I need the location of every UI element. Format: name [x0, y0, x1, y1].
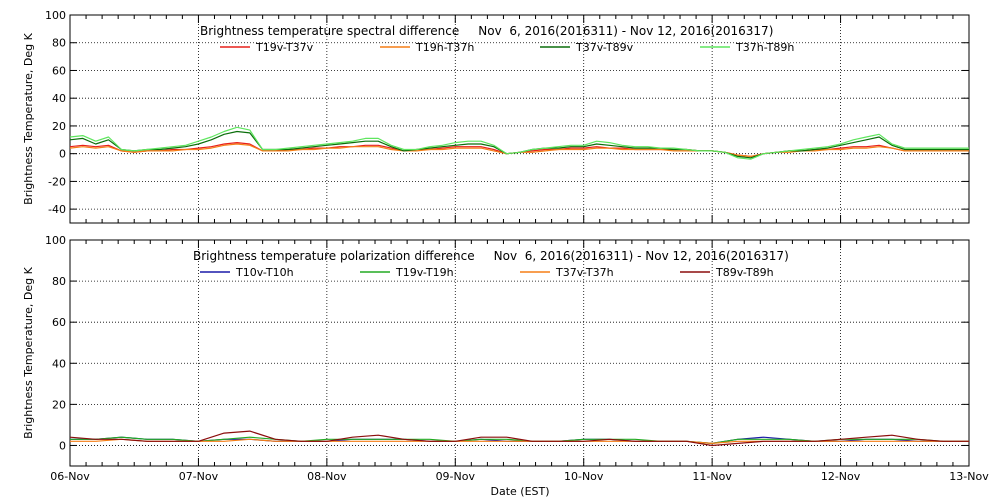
plot-area-frame — [69, 239, 970, 467]
chart-title: Brightness temperature polarization diff… — [193, 249, 789, 263]
legend-label: T37h-T89h — [735, 41, 794, 54]
legend-label: T19v-T19h — [395, 266, 454, 279]
y-tick-labels: -40 -20 0 20 40 60 80 100 — [45, 9, 66, 216]
grid-lines — [70, 240, 969, 466]
legend-label: T37v-T89v — [575, 41, 634, 54]
x-tick-label: 11-Nov — [692, 470, 732, 483]
series-lines — [69, 430, 969, 447]
y-tick-label: 100 — [45, 234, 66, 247]
polarization-difference-panel: 0 20 40 60 80 100 06-Nov 07-Nov 08-Nov 09-Nov 10-… — [22, 234, 989, 498]
legend: T19v-T37v T19h-T37h T37v-T89v T37h-T89h — [220, 41, 794, 54]
spectral-difference-panel: -40 -20 0 20 40 60 80 100 Brightness temperatur… — [22, 9, 970, 224]
series-lines — [69, 126, 969, 160]
y-tick-label: 60 — [52, 316, 66, 329]
x-tick-label: 12-Nov — [821, 470, 861, 483]
axis-ticks — [69, 14, 970, 223]
chart-title: Brightness temperature spectral differen… — [200, 24, 773, 38]
series-line-t37v-t89v — [69, 130, 969, 159]
y-tick-label: -20 — [48, 175, 66, 188]
y-tick-label: 80 — [52, 37, 66, 50]
y-tick-label: 0 — [59, 439, 66, 452]
x-tick-label: 07-Nov — [179, 470, 219, 483]
y-tick-label: 40 — [52, 92, 66, 105]
plot-area-frame — [69, 14, 970, 224]
y-tick-labels: 0 20 40 60 80 100 — [45, 234, 66, 452]
series-line-t89v-t89h — [69, 430, 969, 447]
y-tick-label: 40 — [52, 357, 66, 370]
y-tick-label: 80 — [52, 275, 66, 288]
legend-label: T89v-T89h — [715, 266, 774, 279]
x-tick-label: 10-Nov — [564, 470, 604, 483]
x-tick-label: 08-Nov — [307, 470, 347, 483]
y-tick-label: 20 — [52, 398, 66, 411]
x-axis-label: Date (EST) — [490, 485, 549, 498]
y-axis-label: Brightness Temperature, Deg K — [22, 266, 35, 438]
legend-label: T19v-T37v — [255, 41, 314, 54]
legend-label: T37v-T37h — [555, 266, 614, 279]
y-tick-label: 60 — [52, 64, 66, 77]
y-tick-label: 100 — [45, 9, 66, 22]
x-tick-label: 06-Nov — [50, 470, 90, 483]
x-tick-label: 13-Nov — [949, 470, 989, 483]
y-tick-label: 20 — [52, 120, 66, 133]
series-line-t37h-t89h — [69, 126, 969, 160]
axis-ticks — [69, 239, 970, 466]
y-axis-label: Brightness Temperature, Deg K — [22, 32, 35, 204]
legend-label: T10v-T10h — [235, 266, 294, 279]
legend-label: T19h-T37h — [415, 41, 474, 54]
y-tick-label: 0 — [59, 148, 66, 161]
x-tick-label: 09-Nov — [436, 470, 476, 483]
y-tick-label: -40 — [48, 203, 66, 216]
x-tick-labels: 06-Nov 07-Nov 08-Nov 09-Nov 10-Nov 11-Nov 12-N… — [50, 470, 989, 483]
legend: T10v-T10h T19v-T19h T37v-T37h T89v-T89h — [200, 266, 774, 279]
grid-lines — [70, 15, 969, 223]
